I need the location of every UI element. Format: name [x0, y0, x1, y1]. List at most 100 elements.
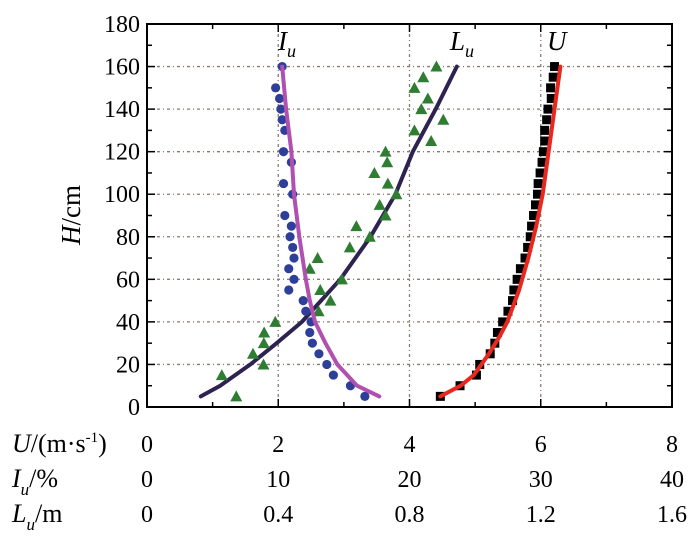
lu-measured-point [368, 166, 381, 178]
lu-measured-point [343, 241, 356, 253]
lu-measured-point [303, 262, 316, 274]
iu-measured-point [314, 349, 324, 359]
x-tick-label: 10 [266, 467, 290, 493]
lu-measured-point [257, 358, 270, 370]
iu-measured-point [305, 327, 315, 338]
series-layer [198, 60, 563, 402]
x-tick-label: 1.6 [657, 502, 687, 528]
x-axis-rows: U/(m·s-1) 0 2 4 6 8 Iu/% 0 10 20 30 40 Lu/m 0 0.4 0.8 1.… [11, 429, 687, 534]
u-measured-point [523, 242, 533, 252]
iu-fit-line [280, 64, 382, 399]
y-tick-label: 100 [104, 182, 140, 208]
lu-measured-point [314, 283, 327, 295]
iu-measured-point [284, 264, 294, 274]
u-measured-point [540, 136, 550, 146]
iu-measured-point [289, 253, 299, 263]
lu-measured-point [363, 230, 376, 242]
lu-measured-point [425, 135, 438, 147]
x-axis-label-iu: Iu/% [11, 464, 58, 499]
lu-measured-point [408, 124, 421, 136]
u-measured-point [550, 62, 560, 72]
iu-measured-point [285, 232, 295, 242]
u-measured-point [546, 83, 556, 93]
y-tick-label: 80 [116, 225, 140, 251]
lu-measured-point [335, 273, 348, 285]
u-measured-point [527, 221, 537, 231]
iu-measured-point [277, 115, 287, 125]
u-measured-point [503, 306, 513, 316]
x-tick-label: 0 [141, 467, 153, 493]
y-axis-title: H/cm [56, 185, 86, 246]
lu-measured-point [390, 188, 403, 200]
x-tick-label: 0.4 [263, 502, 293, 528]
u-measured-point [533, 179, 543, 189]
y-tick-label: 120 [104, 140, 140, 166]
lu-measured-point [421, 92, 434, 104]
annotation-lu: Lu [449, 26, 474, 61]
u-measured-point [509, 285, 519, 295]
lu-measured-point [246, 347, 259, 359]
iu-measured-point [301, 306, 311, 316]
iu-measured-point [328, 370, 338, 380]
lu-measured-point [230, 390, 243, 402]
lu-measured-point [258, 326, 271, 338]
u-measured-point [543, 104, 553, 114]
x-tick-label: 20 [398, 467, 422, 493]
u-measured-point [538, 147, 548, 157]
u-measured-point [542, 115, 552, 125]
u-measured-point [537, 157, 547, 167]
annotation-u: U [547, 26, 568, 56]
lu-measured-point [417, 71, 430, 83]
lu-measured-point [408, 81, 421, 93]
u-measured-point [535, 168, 545, 178]
y-tick-label: 40 [116, 310, 140, 336]
y-tick-label: 160 [104, 55, 140, 81]
x-tick-label: 0.8 [395, 502, 425, 528]
iu-measured-point [276, 104, 286, 114]
axis-ticks [146, 23, 673, 408]
lu-measured-point [269, 315, 282, 327]
iu-measured-point [278, 178, 289, 189]
lu-measured-point [373, 198, 386, 210]
u-measured-point [512, 274, 522, 284]
lu-measured-point [437, 113, 450, 125]
x-tick-label: 4 [404, 432, 416, 458]
y-tick-label: 0 [128, 395, 140, 421]
lu-measured-point [350, 220, 363, 232]
y-tick-labels: 0 20 40 60 80 100 120 140 160 180 [104, 12, 140, 421]
u-measured-point [548, 72, 558, 82]
u-measured-point [498, 317, 508, 327]
iu-measured-point [289, 274, 299, 284]
iu-measured-point [298, 296, 308, 306]
u-measured-point [540, 125, 550, 135]
u-measured-point [525, 232, 535, 242]
x-tick-label: 0 [141, 432, 153, 458]
iu-measured-point [288, 242, 298, 253]
iu-measured-point [280, 210, 290, 221]
u-measured-point [508, 296, 518, 306]
u-measured-point [532, 189, 542, 199]
lu-measured-point [311, 252, 324, 264]
lu-measured-point [257, 337, 270, 349]
iu-measured-point [271, 83, 281, 93]
u-measured-point [471, 370, 481, 380]
u-measured-point [529, 211, 539, 220]
lu-measured-point [379, 209, 392, 221]
x-tick-label: 2 [272, 432, 284, 458]
lu-measured-point [324, 294, 337, 306]
y-tick-label: 140 [104, 97, 140, 123]
iu-measured-point [274, 93, 285, 104]
x-tick-label: 8 [666, 432, 678, 458]
lu-measured-point [381, 156, 394, 168]
x-tick-label: 1.2 [526, 502, 556, 528]
lu-measured-point [379, 145, 392, 157]
lu-measured-point [312, 305, 325, 317]
iu-measured-point [286, 221, 296, 231]
x-tick-label: 30 [529, 467, 553, 493]
u-measured-point [515, 264, 525, 274]
lu-measured-point [415, 103, 428, 115]
x-tick-label: 6 [535, 432, 547, 458]
u-measured-point [520, 253, 530, 263]
annotation-iu: Iu [277, 26, 296, 61]
